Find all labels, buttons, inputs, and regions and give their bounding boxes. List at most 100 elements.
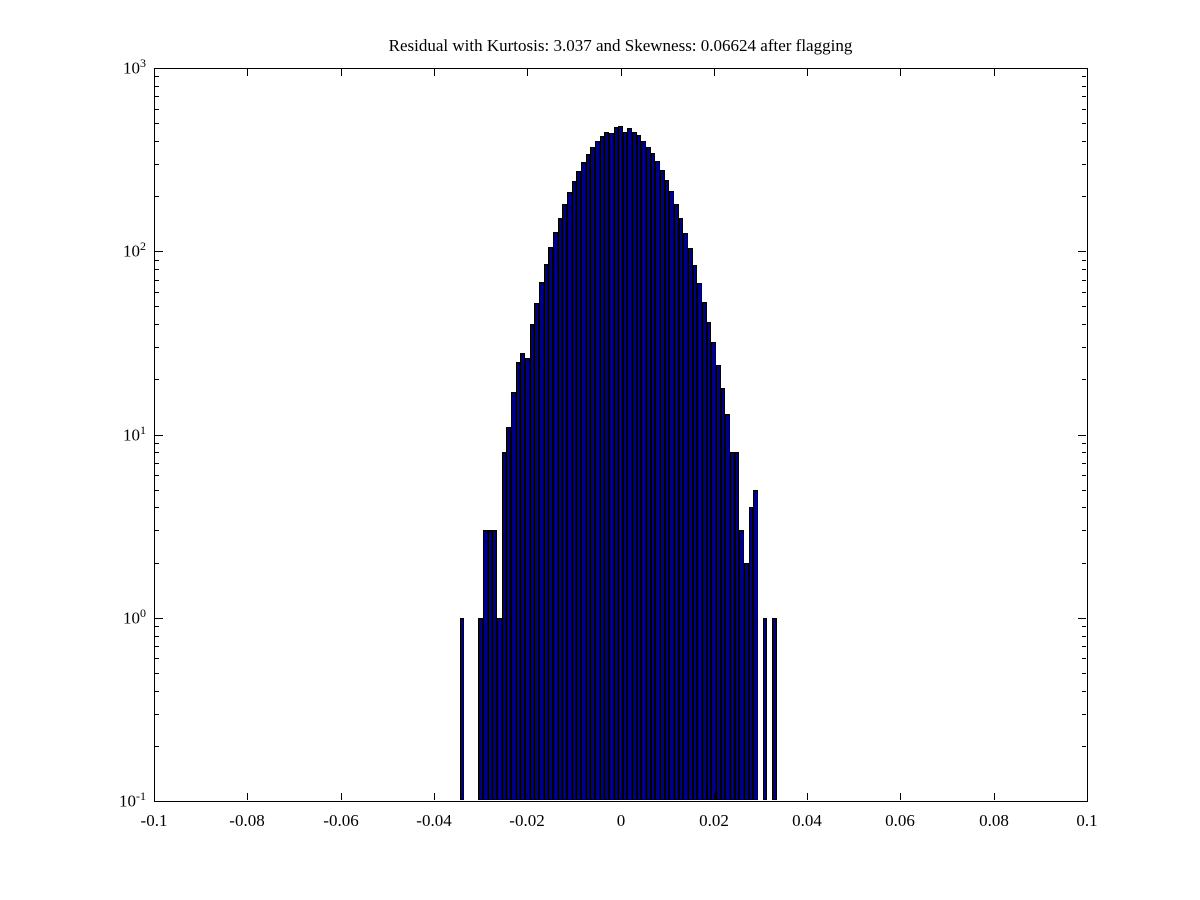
histogram-bar [520, 353, 525, 800]
x-axis-tick [900, 793, 901, 800]
y-axis-minor-tick [155, 260, 159, 261]
y-axis-minor-tick-right [1082, 658, 1086, 659]
x-axis-tick-top [807, 69, 808, 76]
x-axis-tick [247, 793, 248, 800]
y-tick-label: 101 [82, 424, 146, 444]
y-axis-minor-tick [155, 280, 159, 281]
histogram-bar [530, 324, 534, 800]
x-axis-tick [994, 793, 995, 800]
y-axis-tick [155, 435, 163, 436]
y-axis-minor-tick-right [1082, 109, 1086, 110]
histogram-bar [534, 303, 539, 800]
x-axis-tick [1087, 793, 1088, 800]
y-axis-minor-tick [155, 507, 159, 508]
histogram-bar [572, 181, 576, 800]
y-axis-minor-tick-right [1082, 123, 1086, 124]
y-axis-minor-tick [155, 452, 159, 453]
y-axis-minor-tick [155, 141, 159, 142]
histogram-bar [627, 128, 632, 800]
y-axis-minor-tick-right [1082, 324, 1086, 325]
y-axis-tick [155, 618, 163, 619]
x-axis-tick [621, 793, 622, 800]
histogram-bar [763, 618, 767, 800]
y-tick-base: 10 [123, 241, 140, 261]
y-axis-minor-tick [155, 324, 159, 325]
histogram-bar [497, 618, 502, 800]
histogram-bar [618, 126, 623, 800]
y-axis-minor-tick-right [1082, 292, 1086, 293]
y-axis-minor-tick [155, 563, 159, 564]
y-axis-minor-tick [155, 746, 159, 747]
y-tick-label: 103 [82, 56, 146, 78]
y-axis-minor-tick [155, 196, 159, 197]
histogram-bar [502, 452, 506, 800]
y-axis-minor-tick-right [1082, 347, 1086, 348]
y-axis-tick [155, 68, 163, 69]
y-tick-base: 10 [123, 608, 140, 628]
y-axis-minor-tick-right [1082, 443, 1086, 444]
histogram-bar [590, 147, 595, 800]
y-axis-tick-right [1078, 618, 1086, 619]
y-axis-minor-tick [155, 76, 159, 77]
y-axis-minor-tick [155, 306, 159, 307]
y-tick-exponent: 2 [140, 239, 146, 253]
x-axis-tick-top [621, 69, 622, 76]
histogram-bar [595, 141, 600, 800]
y-axis-minor-tick-right [1082, 76, 1086, 77]
y-axis-minor-tick [155, 636, 159, 637]
y-axis-minor-tick [155, 714, 159, 715]
x-axis-tick-top [434, 69, 435, 76]
histogram-bar [581, 162, 586, 800]
y-axis-minor-tick [155, 164, 159, 165]
y-axis-minor-tick-right [1082, 280, 1086, 281]
histogram-bar [683, 233, 688, 800]
y-axis-minor-tick-right [1082, 530, 1086, 531]
y-axis-minor-tick-right [1082, 673, 1086, 674]
histogram-bar [460, 618, 464, 800]
y-tick-exponent: 0 [140, 606, 146, 620]
y-axis-minor-tick [155, 658, 159, 659]
y-tick-base: 10 [123, 58, 140, 78]
y-axis-minor-tick [155, 96, 159, 97]
y-axis-minor-tick [155, 86, 159, 87]
y-axis-minor-tick-right [1082, 490, 1086, 491]
histogram-bar [674, 204, 679, 800]
histogram-bar [697, 283, 702, 800]
y-axis-minor-tick-right [1082, 563, 1086, 564]
y-axis-minor-tick [155, 109, 159, 110]
x-axis-tick-top [1087, 69, 1088, 76]
histogram-bar [711, 342, 716, 800]
histogram-bar [735, 452, 739, 800]
histogram-bar [609, 133, 614, 800]
histogram-bar [637, 135, 641, 800]
y-axis-minor-tick [155, 347, 159, 348]
y-tick-exponent: 3 [140, 56, 146, 70]
x-tick-label: -0.02 [509, 811, 545, 830]
y-axis-minor-tick [155, 292, 159, 293]
y-axis-minor-tick-right [1082, 269, 1086, 270]
y-axis-minor-tick-right [1082, 475, 1086, 476]
y-axis-tick-right [1078, 68, 1086, 69]
y-axis-minor-tick-right [1082, 746, 1086, 747]
histogram-bar [576, 171, 581, 800]
histogram-bar [483, 530, 488, 800]
x-tick-label: -0.06 [323, 811, 359, 830]
y-axis-tick-right [1078, 801, 1086, 802]
x-axis-tick-top [900, 69, 901, 76]
histogram-bar [600, 136, 604, 800]
histogram-bar [646, 147, 651, 800]
y-axis-minor-tick-right [1082, 86, 1086, 87]
x-tick-label: 0.06 [885, 811, 915, 830]
histogram-bar [558, 218, 562, 800]
histogram-bar [623, 132, 627, 800]
y-axis-minor-tick-right [1082, 636, 1086, 637]
histogram-bar [604, 132, 609, 800]
histogram-bar [679, 218, 683, 800]
x-tick-label: -0.04 [416, 811, 452, 830]
x-axis-tick-top [247, 69, 248, 76]
x-axis-tick [807, 793, 808, 800]
x-axis-tick [434, 793, 435, 800]
histogram-bar [660, 170, 665, 800]
y-axis-minor-tick [155, 269, 159, 270]
histogram-bar [614, 127, 618, 800]
